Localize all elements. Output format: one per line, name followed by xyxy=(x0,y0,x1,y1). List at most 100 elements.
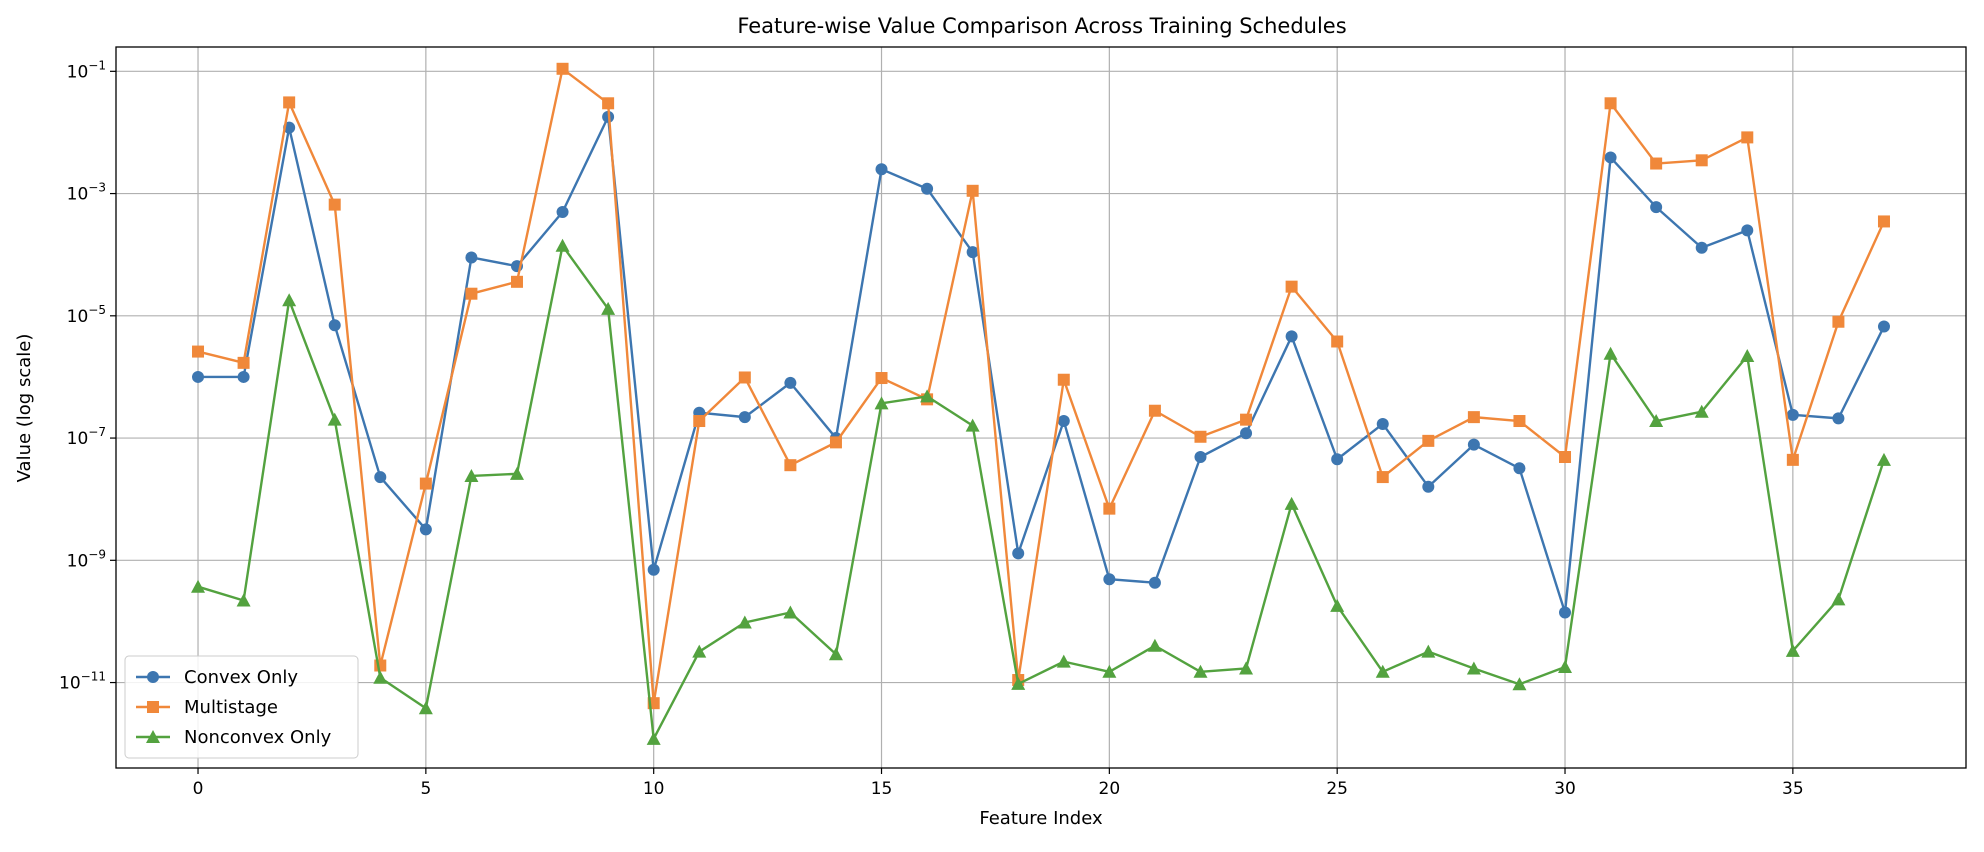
data-point-convex-only xyxy=(1786,408,1799,421)
data-point-convex-only xyxy=(1331,453,1344,466)
data-point-multistage xyxy=(192,345,205,358)
data-point-multistage xyxy=(784,459,797,472)
data-point-convex-only xyxy=(237,370,250,383)
data-point-convex-only xyxy=(1057,415,1070,428)
data-point-nonconvex-only xyxy=(1375,664,1390,678)
data-point-convex-only xyxy=(1467,438,1480,451)
data-point-multistage xyxy=(1103,502,1116,515)
data-point-multistage xyxy=(1832,315,1845,328)
x-tick-label: 5 xyxy=(420,779,431,799)
data-point-convex-only xyxy=(192,370,205,383)
data-point-convex-only xyxy=(1650,201,1663,214)
data-point-nonconvex-only xyxy=(191,579,206,593)
chart-title: Feature-wise Value Comparison Across Tra… xyxy=(737,14,1346,38)
data-point-nonconvex-only xyxy=(509,466,524,480)
data-point-convex-only xyxy=(1194,450,1207,463)
x-tick-label: 20 xyxy=(1099,779,1121,799)
data-point-nonconvex-only xyxy=(373,670,388,684)
data-point-nonconvex-only xyxy=(1421,644,1436,658)
data-point-convex-only xyxy=(1832,412,1845,425)
legend-marker-convex-only xyxy=(147,671,159,683)
data-point-multistage xyxy=(738,371,751,384)
x-axis-label: Feature Index xyxy=(979,808,1103,829)
data-point-multistage xyxy=(465,287,478,300)
data-point-multistage xyxy=(1786,453,1799,466)
data-point-multistage xyxy=(602,97,615,110)
data-point-nonconvex-only xyxy=(1603,346,1618,360)
data-point-convex-only xyxy=(1422,480,1435,493)
data-point-nonconvex-only xyxy=(828,647,843,661)
data-point-multistage xyxy=(283,96,296,109)
y-tick-label: 10−7 xyxy=(67,425,106,449)
data-point-nonconvex-only xyxy=(874,396,889,410)
data-point-convex-only xyxy=(1012,547,1025,560)
series-multistage xyxy=(192,62,1890,710)
legend-box xyxy=(124,655,359,759)
data-point-convex-only xyxy=(1148,576,1161,589)
data-point-nonconvex-only xyxy=(646,731,661,745)
data-point-nonconvex-only xyxy=(1694,404,1709,418)
data-point-multistage xyxy=(693,415,706,428)
data-point-nonconvex-only xyxy=(1284,496,1299,510)
y-tick-label: 10−5 xyxy=(67,303,106,327)
y-tick-label: 10−3 xyxy=(67,181,106,205)
data-point-nonconvex-only xyxy=(1147,638,1162,652)
axis-ticks: 0 5 10 15 20 25 30 35 10−11 10−9 10−7 10−5 10−3 10−1 xyxy=(59,58,1804,799)
data-point-nonconvex-only xyxy=(555,238,570,252)
data-point-multistage xyxy=(1057,373,1070,386)
series-line-nonconvex-only xyxy=(197,244,1886,741)
data-point-multistage xyxy=(1467,411,1480,424)
legend-marker-nonconvex-only xyxy=(146,730,160,743)
data-point-convex-only xyxy=(875,163,888,176)
x-tick-label: 25 xyxy=(1326,779,1348,799)
data-point-nonconvex-only xyxy=(1193,664,1208,678)
data-point-nonconvex-only xyxy=(1876,452,1891,466)
x-tick-label: 35 xyxy=(1782,779,1804,799)
data-point-nonconvex-only xyxy=(601,301,616,315)
data-point-multistage xyxy=(1513,415,1526,428)
data-point-nonconvex-only xyxy=(1330,598,1345,612)
data-point-nonconvex-only xyxy=(1466,661,1481,675)
plot-frame xyxy=(115,46,1967,769)
x-tick-label: 0 xyxy=(193,779,204,799)
data-point-multistage xyxy=(1422,434,1435,447)
data-point-multistage xyxy=(510,275,523,288)
y-tick-label: 10−1 xyxy=(67,58,106,82)
data-point-nonconvex-only xyxy=(418,701,433,715)
data-point-multistage xyxy=(1559,450,1572,463)
data-point-nonconvex-only xyxy=(1102,664,1117,678)
data-point-multistage xyxy=(1604,97,1617,110)
legend-label-multistage: Multistage xyxy=(184,697,278,718)
data-point-convex-only xyxy=(921,182,934,195)
data-point-convex-only xyxy=(1376,417,1389,430)
data-point-nonconvex-only xyxy=(1239,661,1254,675)
data-point-nonconvex-only xyxy=(1831,592,1846,606)
data-point-nonconvex-only xyxy=(783,605,798,619)
x-tick-label: 30 xyxy=(1554,779,1576,799)
data-point-convex-only xyxy=(1695,241,1708,254)
data-point-convex-only xyxy=(556,205,569,218)
data-point-nonconvex-only xyxy=(236,593,251,607)
data-point-convex-only xyxy=(966,246,979,259)
series-line-convex-only xyxy=(198,115,1886,614)
y-axis-label: Value (log scale) xyxy=(14,334,35,483)
data-point-multistage xyxy=(328,198,341,211)
data-point-nonconvex-only xyxy=(1011,676,1026,690)
data-point-nonconvex-only xyxy=(1512,677,1527,691)
x-tick-label: 15 xyxy=(871,779,893,799)
data-point-convex-only xyxy=(647,563,660,576)
legend-label-convex-only: Convex Only xyxy=(184,667,298,688)
data-point-nonconvex-only xyxy=(1649,414,1664,428)
data-point-convex-only xyxy=(328,319,341,332)
data-point-convex-only xyxy=(1559,606,1572,619)
data-point-nonconvex-only xyxy=(1056,654,1071,668)
data-point-nonconvex-only xyxy=(282,293,297,307)
data-point-multistage xyxy=(875,372,888,385)
data-point-convex-only xyxy=(1240,427,1253,440)
data-point-nonconvex-only xyxy=(737,615,752,629)
x-tick-label: 10 xyxy=(643,779,665,799)
legend-marker-multistage xyxy=(147,701,159,713)
data-point-multistage xyxy=(1376,471,1389,484)
data-point-convex-only xyxy=(1741,224,1754,237)
